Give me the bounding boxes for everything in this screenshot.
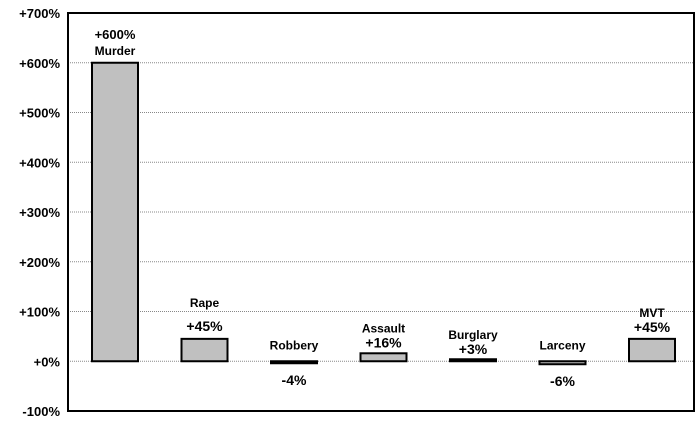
category-label: Assault: [362, 321, 405, 335]
category-label: Larceny: [539, 338, 585, 352]
y-tick-label: -100%: [22, 404, 60, 419]
value-label: +45%: [634, 319, 671, 335]
category-label: MVT: [639, 306, 665, 320]
bar-burglary: [449, 358, 497, 363]
category-label: Rape: [190, 296, 220, 310]
y-tick-label: +500%: [19, 106, 60, 121]
y-tick-label: +700%: [19, 6, 60, 21]
y-tick-label: +300%: [19, 205, 60, 220]
y-tick-label: +600%: [19, 56, 60, 71]
bar-murder: [91, 61, 139, 363]
bars: [91, 61, 676, 366]
y-axis: -100% +0% +100% +200% +300% +400% +500% +600% +7…: [19, 6, 60, 419]
value-label: +600%: [95, 27, 136, 42]
category-label: Burglary: [448, 328, 498, 342]
bar-mvt: [628, 337, 676, 363]
value-label: -4%: [282, 372, 307, 388]
y-tick-label: +0%: [34, 354, 61, 369]
labels: Murder +600% Rape +45% Robbery -4% Assault+16%…: [95, 27, 671, 389]
grid-lines: [68, 62, 694, 362]
value-label: +16%: [365, 334, 402, 350]
plot-frame: [67, 12, 695, 412]
bar-robbery: [270, 360, 318, 365]
value-label: +3%: [459, 341, 488, 357]
bar-assault: [359, 352, 408, 363]
y-tick-label: +100%: [19, 305, 60, 320]
value-label: -6%: [550, 373, 575, 389]
bar-rape: [180, 337, 229, 363]
y-tick-label: +200%: [19, 255, 60, 270]
bar-larceny: [538, 360, 587, 366]
value-label: +45%: [186, 318, 223, 334]
y-tick-label: +400%: [19, 155, 60, 170]
category-label: Robbery: [270, 338, 319, 352]
category-label: Murder: [95, 44, 136, 58]
